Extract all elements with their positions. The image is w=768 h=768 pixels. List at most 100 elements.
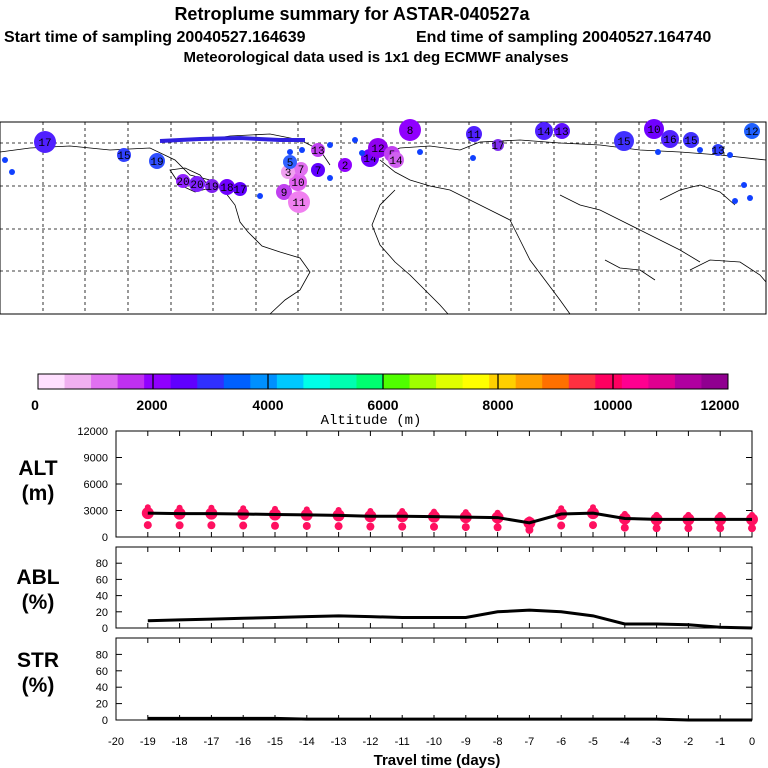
y-tick-label: 9000: [84, 453, 108, 465]
colorbar-cell: [329, 374, 357, 389]
plume-cluster-label: 8: [407, 126, 414, 138]
colorbar-cell: [276, 374, 304, 389]
plume-cluster-marker: [661, 130, 679, 148]
y-tick-label: 40: [96, 682, 108, 694]
colorbar-cell: [648, 374, 676, 389]
plume-cluster-label: 16: [663, 135, 676, 147]
small-particle-marker: [727, 152, 733, 158]
altitude-spread-point: [398, 522, 407, 531]
altitude-spread-point: [621, 510, 628, 517]
x-tick-label: -12: [362, 736, 378, 748]
altitude-spread-point: [271, 521, 279, 530]
y-tick-label: 20: [96, 699, 108, 711]
altitude-spread-point: [558, 505, 565, 512]
plume-cluster-marker: [276, 184, 292, 200]
str-panel-title: STR: [17, 649, 59, 672]
x-tick-label: -3: [652, 736, 662, 748]
plume-cluster-label: 10: [647, 125, 660, 137]
x-tick-label: 0: [749, 736, 755, 748]
plume-cluster-label: 13: [555, 127, 568, 139]
altitude-spread-point: [239, 521, 248, 530]
altitude-spread-point: [652, 524, 661, 533]
colorbar-tick-6000: 6000: [367, 397, 398, 413]
small-particle-marker: [732, 198, 738, 204]
plume-cluster-label: 13: [711, 146, 724, 158]
plume-cluster-label: 14: [389, 156, 403, 168]
colorbar-cell: [568, 374, 596, 389]
plume-cluster-marker: [554, 123, 570, 139]
colorbar-cell: [621, 374, 649, 389]
altitude-spread-point: [462, 509, 469, 516]
plume-cluster-label: 11: [467, 130, 481, 142]
altitude-spread-point: [207, 521, 216, 530]
str-panel: 80 60 40 20 0: [96, 637, 753, 727]
altitude-spread-point: [302, 521, 311, 530]
x-tick-label: -6: [556, 736, 566, 748]
plume-cluster-label: 13: [311, 146, 324, 158]
x-tick-label: -13: [331, 736, 347, 748]
colorbar-cell: [170, 374, 198, 389]
x-tick-label: -4: [620, 736, 630, 748]
plume-cluster-marker: [683, 132, 699, 148]
x-tick-label: -10: [426, 736, 442, 748]
altitude-spread-point: [272, 505, 278, 512]
colorbar-cell: [515, 374, 543, 389]
small-particle-marker: [352, 137, 358, 143]
plume-cluster-label: 2: [342, 161, 349, 173]
colorbar-cell: [701, 374, 729, 389]
plume-cluster-label: 19: [150, 157, 163, 169]
altitude-spread-point: [685, 511, 692, 518]
plume-cluster-label: 12: [371, 144, 384, 156]
plume-cluster-marker: [614, 131, 634, 151]
small-particle-marker: [2, 157, 8, 163]
altitude-spread-point: [684, 524, 693, 533]
colorbar-tick-12000: 12000: [701, 397, 740, 413]
plume-cluster-marker: [219, 179, 235, 195]
map-markers: 1715192020191817910117357214125141381117…: [2, 119, 760, 213]
colorbar-label: Altitude (m): [321, 413, 422, 429]
colorbar-cell: [223, 374, 251, 389]
altitude-spread-point: [748, 524, 756, 533]
altitude-spread-point: [461, 523, 470, 532]
plume-cluster-marker: [189, 176, 205, 192]
altitude-spread-point: [144, 504, 151, 511]
plume-cluster-marker: [744, 123, 760, 139]
colorbar-cell: [383, 374, 411, 389]
small-particle-marker: [741, 182, 747, 188]
plume-cluster-label: 20: [190, 180, 203, 192]
y-tick-label: 60: [96, 574, 108, 586]
small-particle-marker: [327, 175, 333, 181]
plume-cluster-marker: [205, 179, 219, 193]
plume-cluster-marker: [535, 122, 553, 140]
altitude-spread-point: [525, 525, 534, 534]
end-time-label: End time of sampling 20040527.164740: [416, 29, 711, 46]
plume-cluster-label: 12: [745, 127, 758, 139]
colorbar-cell: [303, 374, 331, 389]
altitude-spread-point: [620, 523, 629, 532]
colorbar-tick-0: 0: [31, 397, 39, 413]
altitude-spread-point: [717, 511, 724, 518]
altitude-spread-point: [494, 509, 501, 516]
altitude-spread-point: [431, 508, 437, 515]
x-tick-label: -11: [395, 736, 410, 748]
plume-cluster-marker: [311, 143, 325, 157]
colorbar-cell: [144, 374, 172, 389]
small-particle-marker: [9, 169, 15, 175]
str-frame: [115, 637, 753, 721]
plume-cluster-label: 9: [281, 188, 288, 200]
abl-frame: [115, 546, 753, 629]
plume-track-line: [159, 135, 305, 143]
colorbar-cell: [489, 374, 517, 389]
x-tick-label: -7: [525, 736, 535, 748]
small-particle-marker: [655, 149, 661, 155]
altitude-spread-point: [175, 521, 184, 530]
small-particle-marker: [747, 195, 753, 201]
plume-cluster-label: 15: [684, 136, 697, 148]
plume-cluster-marker: [176, 174, 190, 188]
altitude-spread-point: [303, 506, 310, 513]
plume-cluster-label: 20: [176, 177, 189, 189]
altitude-spread-point: [334, 522, 343, 531]
x-tick-label: -19: [140, 736, 156, 748]
small-particle-marker: [417, 149, 423, 155]
